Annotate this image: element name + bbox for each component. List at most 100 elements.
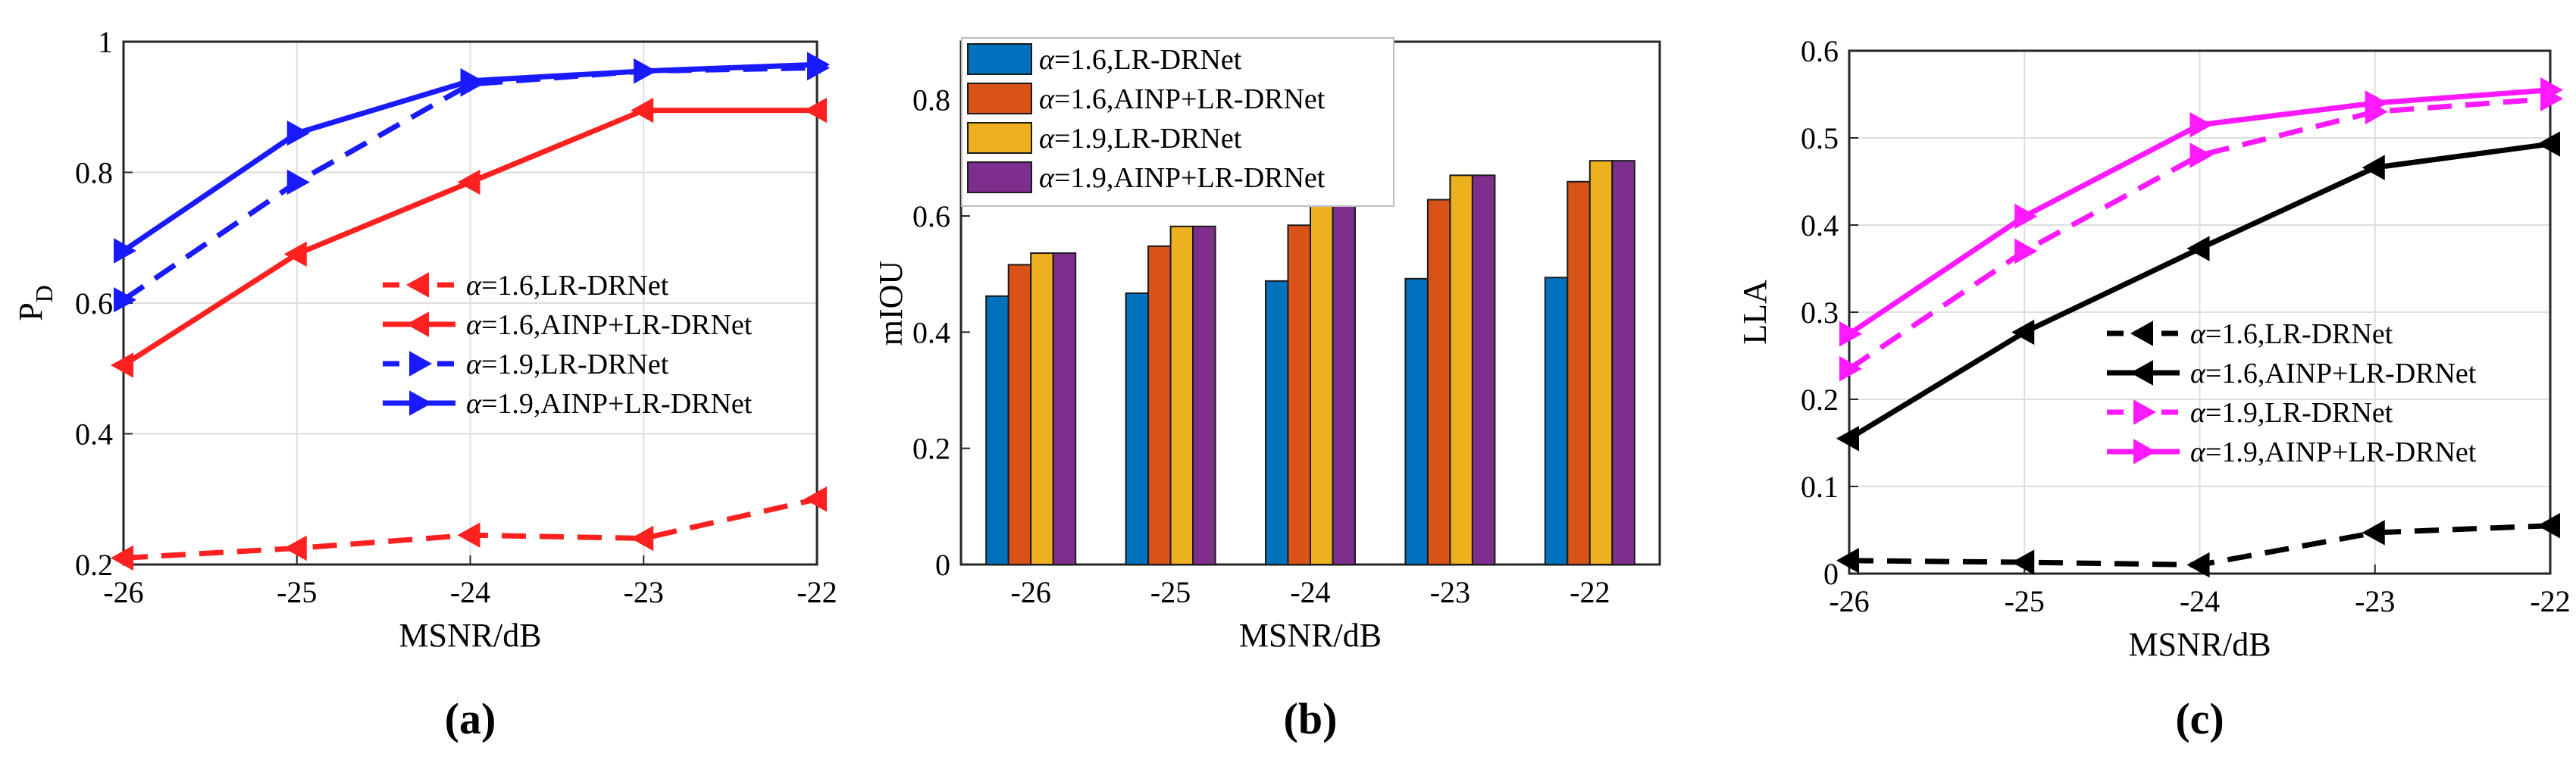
bar-3-2 xyxy=(1332,195,1357,565)
series-0 xyxy=(1836,513,2560,578)
legend-label-0: α=1.6,LR-DRNet xyxy=(1039,44,1242,76)
data-point-1-0 xyxy=(110,352,133,378)
data-point-0-3 xyxy=(631,525,654,552)
y-tick-label-2: 0.2 xyxy=(1801,383,1839,417)
legend-alpha-0: α xyxy=(466,270,482,302)
data-point-2-0 xyxy=(114,286,137,313)
legend-text-0: =1.6,LR-DRNet xyxy=(481,270,669,302)
y-axis-label: PD xyxy=(12,285,58,321)
legend-text-1: =1.6,AINP+LR-DRNet xyxy=(2205,358,2477,389)
legend-text-2: =1.9,LR-DRNet xyxy=(481,349,669,380)
x-axis-label: MSNR/dB xyxy=(1239,617,1382,654)
data-point-1-1 xyxy=(2011,319,2035,346)
data-point-0-0 xyxy=(110,545,133,571)
y-tick-label-3: 0.3 xyxy=(1801,296,1839,330)
legend-text-1: =1.6,AINP+LR-DRNet xyxy=(481,309,753,341)
legend-alpha-3: α xyxy=(1039,162,1055,194)
legend-label-1: α=1.6,AINP+LR-DRNet xyxy=(466,309,753,341)
y-axis-label: mIOU xyxy=(872,261,909,346)
bar-0-3 xyxy=(1404,277,1429,565)
x-tick-label-3: -23 xyxy=(2355,584,2395,618)
bar-1-4 xyxy=(1567,180,1591,565)
data-point-2-0 xyxy=(1839,356,1863,382)
x-tick-label-1: -25 xyxy=(277,575,317,609)
legend-swatch-1 xyxy=(967,83,1032,114)
legend-text-3: =1.9,AINP+LR-DRNet xyxy=(481,388,753,420)
y-tick-label-0: 0.2 xyxy=(75,548,113,582)
y-tick-label-6: 0.6 xyxy=(1801,34,1839,68)
y-tick-label-1: 0.2 xyxy=(912,432,950,466)
y-axis-label: LLA xyxy=(1736,280,1773,345)
legend-label-0: α=1.6,LR-DRNet xyxy=(2190,318,2393,350)
legend-marker-0 xyxy=(2130,321,2153,346)
data-point-1-2 xyxy=(457,169,480,195)
data-point-1-4 xyxy=(803,97,827,124)
series-1 xyxy=(1836,131,2560,452)
caption: (c) xyxy=(2175,694,2224,743)
data-point-0-2 xyxy=(2186,552,2210,578)
data-point-0-2 xyxy=(457,522,480,548)
legend-marker-2 xyxy=(409,351,433,377)
x-tick-label-0: -26 xyxy=(1011,575,1051,609)
data-point-0-4 xyxy=(803,486,827,512)
bar-1-1 xyxy=(1147,245,1172,565)
data-point-0-1 xyxy=(2011,549,2035,575)
y-tick-label-2: 0.6 xyxy=(75,286,113,321)
legend-swatch-2 xyxy=(967,122,1032,154)
legend-label-1: α=1.6,AINP+LR-DRNet xyxy=(1039,83,1326,115)
data-point-2-1 xyxy=(286,169,310,195)
data-point-0-0 xyxy=(1836,548,1859,574)
x-tick-label-0: -26 xyxy=(1829,584,1869,618)
series-2 xyxy=(1839,86,2564,382)
legend-box xyxy=(961,37,1394,207)
legend: α=1.6,LR-DRNetα=1.6,AINP+LR-DRNetα=1.9,L… xyxy=(2107,318,2477,468)
legend-alpha-3: α xyxy=(2190,436,2206,468)
data-point-1-2 xyxy=(2186,236,2210,261)
y-tick-label-3: 0.6 xyxy=(912,199,950,233)
series-3 xyxy=(114,52,831,264)
legend: α=1.6,LR-DRNetα=1.6,AINP+LR-DRNetα=1.9,L… xyxy=(383,270,753,420)
bar-3-1 xyxy=(1192,225,1216,565)
legend-label-0: α=1.6,LR-DRNet xyxy=(466,270,669,302)
x-tick-label-2: -24 xyxy=(450,575,490,609)
data-point-2-1 xyxy=(2014,238,2038,264)
legend-label-2: α=1.9,LR-DRNet xyxy=(2190,397,2393,429)
line-chart-2: -26 -25 -24 -23 -22 0 0.1 0.2 0.3 0.4 0.5 0.6 MSNR/d… xyxy=(1736,34,2571,743)
legend-marker-0 xyxy=(405,272,429,298)
y-tick-label-1: 0.4 xyxy=(75,418,113,452)
y-tick-label-0: 0 xyxy=(1823,557,1839,591)
bar-2-0 xyxy=(1030,252,1054,565)
caption: (b) xyxy=(1284,694,1338,743)
legend-alpha-1: α xyxy=(2190,358,2206,389)
legend-text-2: =1.9,LR-DRNet xyxy=(1054,123,1242,155)
legend-text-3: =1.9,AINP+LR-DRNet xyxy=(2205,436,2477,468)
bar-3-3 xyxy=(1471,174,1496,566)
legend-swatch-0 xyxy=(967,43,1032,75)
data-point-3-0 xyxy=(114,238,137,264)
series-1 xyxy=(110,97,827,378)
x-tick-label-4: -22 xyxy=(1570,575,1610,609)
legend-text-0: =1.6,LR-DRNet xyxy=(1054,44,1242,76)
bar-2-3 xyxy=(1449,174,1473,566)
x-tick-label-3: -23 xyxy=(1430,575,1470,609)
legend-marker-2 xyxy=(2133,399,2157,425)
legend-alpha-1: α xyxy=(466,309,482,341)
series-3 xyxy=(1839,77,2564,347)
data-point-1-4 xyxy=(2537,131,2560,157)
legend-text-3: =1.9,AINP+LR-DRNet xyxy=(1054,162,1326,194)
x-tick-label-1: -25 xyxy=(1150,575,1191,609)
legend-label-1: α=1.6,AINP+LR-DRNet xyxy=(2190,358,2477,389)
data-point-1-3 xyxy=(631,97,654,124)
legend-alpha-1: α xyxy=(1039,83,1055,115)
data-point-3-2 xyxy=(2189,112,2213,138)
y-axis-label-main: P xyxy=(12,302,49,321)
legend-alpha-3: α xyxy=(466,388,482,420)
legend-alpha-0: α xyxy=(1039,44,1055,76)
bar-1-3 xyxy=(1426,199,1451,565)
legend-label-3: α=1.9,AINP+LR-DRNet xyxy=(1039,162,1326,194)
bar-2-4 xyxy=(1588,160,1614,565)
bar-0-4 xyxy=(1544,277,1569,565)
legend-label-2: α=1.9,LR-DRNet xyxy=(466,349,669,380)
legend-alpha-0: α xyxy=(2190,318,2206,350)
legend-marker-3 xyxy=(409,390,433,416)
